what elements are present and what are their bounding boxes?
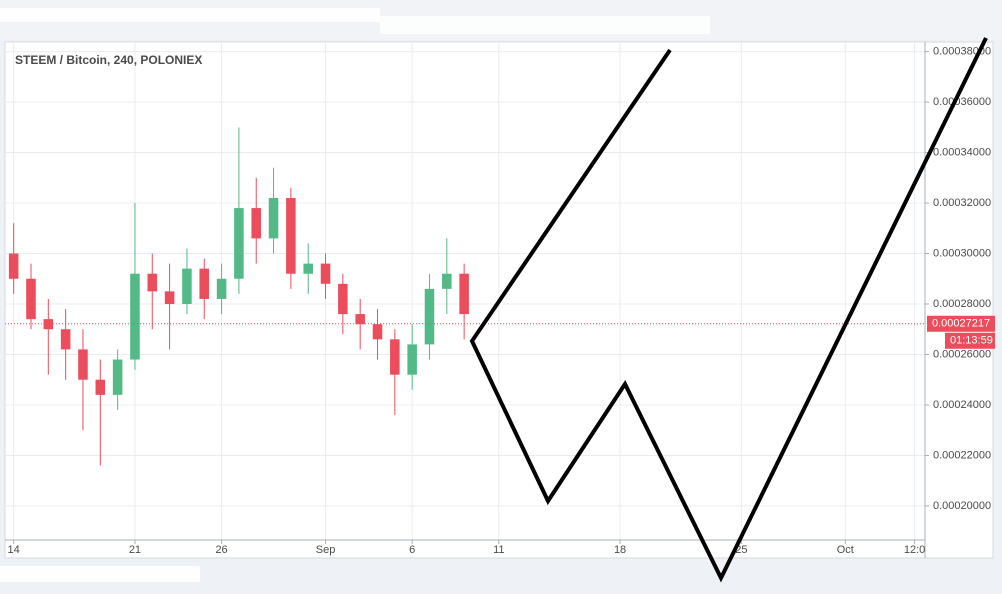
- y-tick-label: 0.00032000: [933, 197, 991, 209]
- y-tick-label: 0.00022000: [933, 449, 991, 461]
- y-tick-label: 0.00028000: [933, 298, 991, 310]
- candle-body: [216, 278, 227, 299]
- candle-body: [303, 263, 313, 274]
- x-tick-label: Oct: [837, 544, 854, 556]
- candle-body: [8, 253, 19, 279]
- candle-body: [442, 273, 452, 289]
- candle-body: [286, 197, 296, 274]
- y-tick-label: 0.00036000: [933, 96, 991, 108]
- candles: [5, 127, 925, 466]
- candle-body: [320, 263, 331, 284]
- candle-body: [407, 344, 417, 375]
- last-price-label: 0.00027217: [932, 318, 990, 330]
- candle-body: [338, 283, 348, 315]
- candle-body: [147, 273, 158, 292]
- x-tick-label: 14: [8, 544, 20, 556]
- grid: [5, 42, 929, 544]
- candle-body: [424, 288, 435, 345]
- candle-body: [112, 359, 123, 395]
- candle-body: [182, 268, 192, 304]
- candle-body: [78, 349, 88, 380]
- x-tick-label: 21: [129, 544, 141, 556]
- hand-drawn-projection: [469, 37, 988, 583]
- last-price-tag: [927, 315, 995, 332]
- candle-body: [234, 208, 244, 279]
- smudge: [380, 16, 710, 34]
- y-tick-label: 0.00030000: [933, 247, 991, 259]
- y-tick-label: 0.00024000: [933, 399, 991, 411]
- y-tick-label: 0.00034000: [933, 146, 991, 158]
- candle-body: [372, 324, 383, 340]
- smudge: [0, 566, 200, 582]
- x-tick-label: 6: [409, 544, 415, 556]
- candle-body: [459, 273, 469, 315]
- x-tick-label: 26: [215, 544, 227, 556]
- candle-body: [26, 278, 36, 320]
- candle-body: [390, 339, 400, 375]
- labels: 0.00020000 0.00022000 0.00024000 0.00026000…: [8, 45, 995, 556]
- y-tick-label: 0.00026000: [933, 348, 991, 360]
- candle-body: [130, 273, 140, 360]
- x-tick-label: 11: [493, 544, 504, 556]
- candle-body: [164, 291, 175, 304]
- candle-body: [43, 319, 54, 330]
- candle-body: [268, 197, 279, 239]
- countdown-tag: [945, 332, 995, 349]
- x-tick-label: Sep: [316, 544, 336, 556]
- x-tick-label: 12:0: [904, 544, 925, 556]
- smudge: [0, 8, 380, 22]
- x-tick-label: 18: [614, 544, 626, 556]
- candle-body: [355, 314, 365, 325]
- y-tick-label: 0.00020000: [933, 500, 991, 512]
- candle-body: [199, 268, 210, 299]
- candle-body: [60, 329, 71, 350]
- countdown-label: 01:13:59: [950, 335, 993, 347]
- candle-body: [251, 208, 261, 239]
- candle-body: [95, 379, 106, 395]
- chart-title: STEEM / Bitcoin, 240, POLONIEX: [15, 53, 202, 67]
